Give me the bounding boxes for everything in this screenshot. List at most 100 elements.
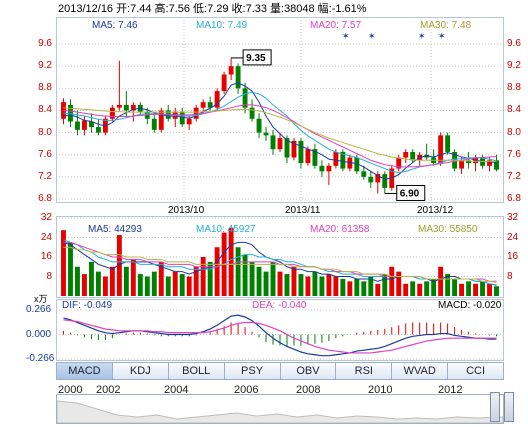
macd-chart [56, 309, 504, 360]
candle-down [312, 149, 318, 166]
candle-up [305, 149, 311, 164]
candle-down [284, 138, 290, 158]
volume-bar-up [291, 266, 297, 296]
timeline-overview-chart [56, 400, 504, 424]
price-yl-tick: 9.2 [38, 60, 52, 72]
price-yr-tick: 8.0 [507, 126, 521, 138]
volume-label: 量: [270, 3, 285, 15]
price-x-tick-nov: 2013/11 [285, 205, 321, 216]
volume-bar-up [228, 227, 234, 296]
price-ma10-label: MA10: 7.49 [196, 20, 248, 31]
timeline-year-2008: 2008 [296, 384, 321, 396]
price-x-tick-oct: 2013/10 [168, 205, 205, 216]
candle-down [235, 66, 241, 89]
volume-bar-down [137, 274, 143, 296]
volume-bar-up [130, 259, 136, 296]
candle-up [396, 157, 402, 169]
candle-down [75, 121, 80, 130]
timeline-scroller[interactable] [56, 394, 504, 424]
macd-panel[interactable] [56, 299, 504, 361]
price-ma5-label: MA5: 7.46 [92, 20, 138, 31]
price-yl-tick: 8.4 [38, 104, 52, 116]
volume-bar-down [410, 281, 416, 296]
low-value: 7.29 [207, 3, 229, 15]
candle-down [298, 140, 304, 164]
change-label: 幅: [317, 3, 332, 15]
candle-down [256, 118, 262, 133]
macd-dea-line [63, 319, 497, 354]
candle-down [151, 118, 157, 130]
volume-bar-down [179, 274, 185, 296]
tab-psy[interactable]: PSY [224, 362, 281, 380]
event-marker-icon: ✶ [368, 32, 376, 42]
candle-down [242, 88, 248, 108]
price-yr-tick: 7.2 [507, 170, 521, 182]
volume-bar-up [186, 276, 192, 296]
volume-bar-up [116, 235, 122, 296]
tab-macd[interactable]: MACD [56, 362, 113, 380]
candle-down [361, 171, 367, 177]
high-value: 7.56 [168, 3, 191, 15]
price-ma30-label: MA30: 7.48 [420, 20, 472, 31]
price-yl-tick: 8.8 [38, 82, 52, 94]
volume-bar-down [354, 278, 360, 296]
volume-bar-up [333, 276, 339, 296]
volume-bar-down [95, 271, 101, 296]
volume-bar-up [102, 276, 108, 296]
price-yr-tick: 6.8 [507, 193, 521, 204]
volume-bar-down [270, 261, 276, 296]
vol-yr-tick: 8 [507, 270, 513, 282]
volume-bar-down [263, 271, 269, 296]
volume-bar-down [68, 242, 73, 296]
candle-down [179, 111, 185, 125]
high-marker-box [242, 49, 272, 66]
volume-bar-down [242, 254, 248, 296]
tab-cci[interactable]: CCI [448, 362, 504, 380]
candle-up [214, 91, 220, 108]
tab-rsi[interactable]: RSI [336, 362, 393, 380]
vol-yr-tick: 16 [507, 251, 519, 262]
event-marker-icon: ✶ [342, 32, 350, 42]
volume-bar-up [200, 257, 206, 296]
change-value: -1.61% [331, 3, 367, 15]
candle-up [459, 160, 465, 169]
volume-bar-up [403, 283, 409, 296]
volume-bar-up [193, 266, 199, 296]
indicator-tabs: MACD KDJ BOLL PSY OBV RSI WVAD CCI [56, 362, 504, 380]
candle-down [319, 165, 325, 172]
candle-up [221, 74, 227, 92]
volume-bar-down [319, 276, 325, 296]
candle-down [207, 102, 213, 108]
price-yl-tick: 9.6 [38, 38, 52, 50]
volume-bar-up [277, 271, 283, 296]
volume-bar-down [480, 281, 485, 296]
candle-up [487, 160, 492, 166]
tab-wvad[interactable]: WVAD [392, 362, 449, 380]
price-ma5-line [63, 82, 497, 180]
tab-boll[interactable]: BOLL [168, 362, 225, 380]
timeline-left-handle[interactable] [490, 392, 500, 422]
tab-kdj[interactable]: KDJ [112, 362, 169, 380]
quote-header: 2013/12/16 开:7.44 高:7.56 低:7.29 收:7.33 量:3804… [58, 0, 518, 15]
quote-date: 2013/12/16 [58, 3, 114, 15]
candle-up [193, 107, 199, 119]
price-yr-tick: 9.6 [507, 38, 521, 50]
candle-down [382, 174, 388, 188]
candle-up [116, 104, 122, 108]
volume-bar-down [312, 271, 318, 296]
volume-bar-down [494, 286, 499, 296]
volume-bar-up [109, 266, 115, 296]
candle-down [68, 104, 73, 122]
volume-bar-down [256, 266, 262, 296]
vol-yl-tick: 32 [40, 212, 52, 223]
tab-obv[interactable]: OBV [280, 362, 337, 380]
volume-bar-down [382, 274, 388, 296]
timeline-year-2004: 2004 [164, 384, 189, 396]
candle-up [82, 120, 87, 130]
timeline-right-handle[interactable] [504, 392, 514, 422]
price-ma20-label: MA20: 7.57 [310, 20, 362, 31]
timeline-year-2012: 2012 [438, 384, 463, 396]
volume-bar-up [172, 271, 178, 296]
event-marker-icon: ✶ [418, 32, 426, 42]
candle-down [494, 160, 499, 170]
